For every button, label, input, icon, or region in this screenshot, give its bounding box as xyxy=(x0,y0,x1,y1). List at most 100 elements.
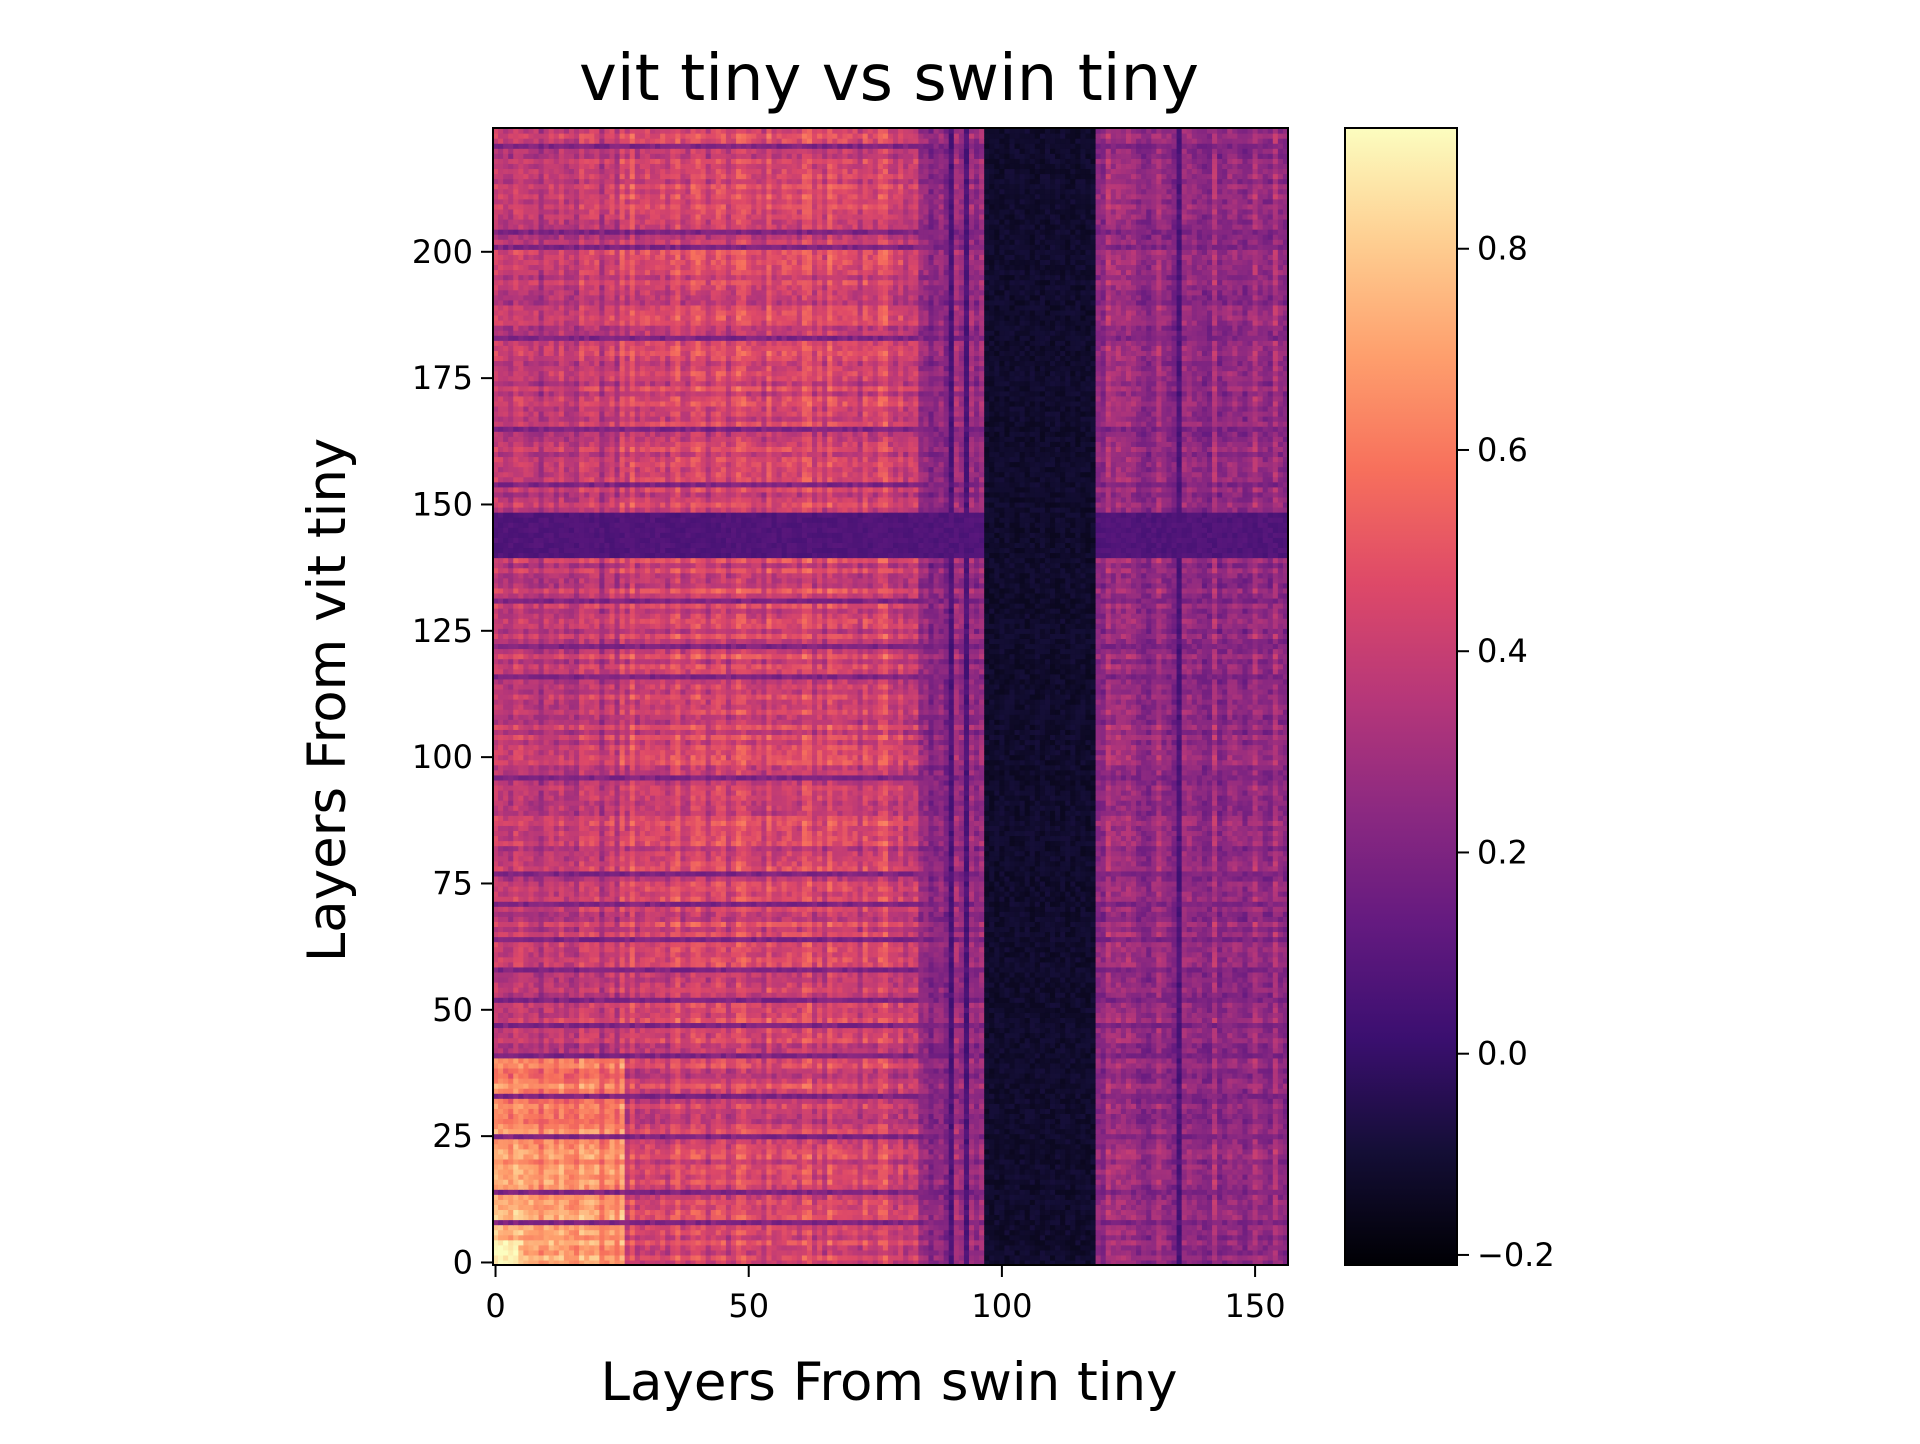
heatmap-cell xyxy=(534,1240,540,1246)
heatmap-cell xyxy=(1136,1159,1142,1165)
heatmap-cell xyxy=(1010,1179,1016,1185)
heatmap-cell xyxy=(1085,1184,1091,1190)
heatmap-cell xyxy=(893,1235,899,1241)
heatmap-cell xyxy=(1222,1220,1228,1226)
heatmap-cell xyxy=(503,1139,509,1145)
heatmap-cell xyxy=(928,1164,934,1170)
heatmap-cell xyxy=(888,1214,894,1220)
heatmap-cell xyxy=(569,1134,575,1140)
heatmap-cell xyxy=(1258,1250,1264,1256)
heatmap-cell xyxy=(1101,1240,1107,1246)
heatmap-cell xyxy=(1217,1169,1223,1175)
heatmap-cell xyxy=(1020,1214,1026,1220)
heatmap-cell xyxy=(999,1144,1005,1150)
heatmap-cell xyxy=(934,1235,940,1241)
heatmap-cell xyxy=(1177,1159,1183,1165)
heatmap-cell xyxy=(549,1189,555,1195)
heatmap-cell xyxy=(863,1235,869,1241)
heatmap-cell xyxy=(1242,1250,1248,1256)
heatmap-cell xyxy=(670,1129,676,1135)
heatmap-cell xyxy=(1015,1225,1021,1231)
heatmap-cell xyxy=(513,1169,519,1175)
heatmap-cell xyxy=(1004,1199,1010,1205)
heatmap-cell xyxy=(1161,1139,1167,1145)
heatmap-cell xyxy=(761,1235,767,1241)
heatmap-cell xyxy=(685,1209,691,1215)
heatmap-cell xyxy=(1091,1225,1097,1231)
heatmap-cell xyxy=(918,1139,924,1145)
heatmap-cell xyxy=(812,1134,818,1140)
heatmap-cell xyxy=(539,1184,545,1190)
heatmap-cell xyxy=(1106,1154,1112,1160)
heatmap-cell xyxy=(1197,1169,1203,1175)
heatmap-cell xyxy=(604,1154,610,1160)
heatmap-cell xyxy=(842,1194,848,1200)
heatmap-cell xyxy=(625,1174,631,1180)
heatmap-cell xyxy=(554,1199,560,1205)
heatmap-cell xyxy=(1202,1225,1208,1231)
heatmap-cell xyxy=(1217,1179,1223,1185)
heatmap-cell xyxy=(1182,1204,1188,1210)
heatmap-cell xyxy=(594,1184,600,1190)
heatmap-cell xyxy=(675,1235,681,1241)
heatmap-cell xyxy=(888,1139,894,1145)
heatmap-cell xyxy=(589,1129,595,1135)
heatmap-cell xyxy=(625,1225,631,1231)
heatmap-cell xyxy=(655,1194,661,1200)
heatmap-cell xyxy=(928,1220,934,1226)
heatmap-cell xyxy=(1030,1204,1036,1210)
heatmap-cell xyxy=(837,1245,843,1251)
heatmap-cell xyxy=(817,1129,823,1135)
heatmap-cell xyxy=(1197,1250,1203,1256)
heatmap-cell xyxy=(761,1255,767,1261)
heatmap-cell xyxy=(817,1159,823,1165)
heatmap-cell xyxy=(645,1194,651,1200)
heatmap-cell xyxy=(584,1235,590,1241)
heatmap-cell xyxy=(1055,1194,1061,1200)
heatmap-cell xyxy=(1146,1154,1152,1160)
heatmap-cell xyxy=(1126,1235,1132,1241)
heatmap-cell xyxy=(1060,1204,1066,1210)
heatmap-cell xyxy=(650,1179,656,1185)
heatmap-cell xyxy=(1156,1169,1162,1175)
heatmap-cell xyxy=(721,1169,727,1175)
heatmap-cell xyxy=(1207,1214,1213,1220)
heatmap-cell xyxy=(1015,1144,1021,1150)
heatmap-cell xyxy=(772,1134,778,1140)
heatmap-cell xyxy=(782,1240,788,1246)
heatmap-cell xyxy=(1146,1245,1152,1251)
heatmap-cell xyxy=(660,1174,666,1180)
heatmap-cell xyxy=(1237,1250,1243,1256)
heatmap-cell xyxy=(670,1225,676,1231)
heatmap-cell xyxy=(604,1245,610,1251)
heatmap-cell xyxy=(1045,1235,1051,1241)
heatmap-cell xyxy=(1156,1134,1162,1140)
heatmap-cell xyxy=(660,1134,666,1140)
heatmap-cell xyxy=(822,1129,828,1135)
heatmap-cell xyxy=(1045,1214,1051,1220)
heatmap-cell xyxy=(630,1204,636,1210)
heatmap-cell xyxy=(1131,1159,1137,1165)
heatmap-cell xyxy=(584,1164,590,1170)
heatmap-cell xyxy=(1187,1179,1193,1185)
heatmap-cell xyxy=(1111,1235,1117,1241)
heatmap-cell xyxy=(928,1174,934,1180)
heatmap-cell xyxy=(620,1134,626,1140)
heatmap-cell xyxy=(1015,1189,1021,1195)
heatmap-cell xyxy=(569,1204,575,1210)
heatmap-cell xyxy=(787,1225,793,1231)
heatmap-cell xyxy=(868,1209,874,1215)
heatmap-cell xyxy=(1075,1194,1081,1200)
heatmap-cell xyxy=(544,1159,550,1165)
heatmap-cell xyxy=(792,1154,798,1160)
heatmap-cell xyxy=(959,1220,965,1226)
heatmap-cell xyxy=(1116,1220,1122,1226)
heatmap-cell xyxy=(655,1164,661,1170)
heatmap-cell xyxy=(1070,1159,1076,1165)
heatmap-cell xyxy=(1101,1144,1107,1150)
heatmap-cell xyxy=(918,1199,924,1205)
heatmap-cell xyxy=(903,1189,909,1195)
heatmap-cell xyxy=(660,1154,666,1160)
heatmap-cell xyxy=(807,1199,813,1205)
heatmap-cell xyxy=(751,1184,757,1190)
